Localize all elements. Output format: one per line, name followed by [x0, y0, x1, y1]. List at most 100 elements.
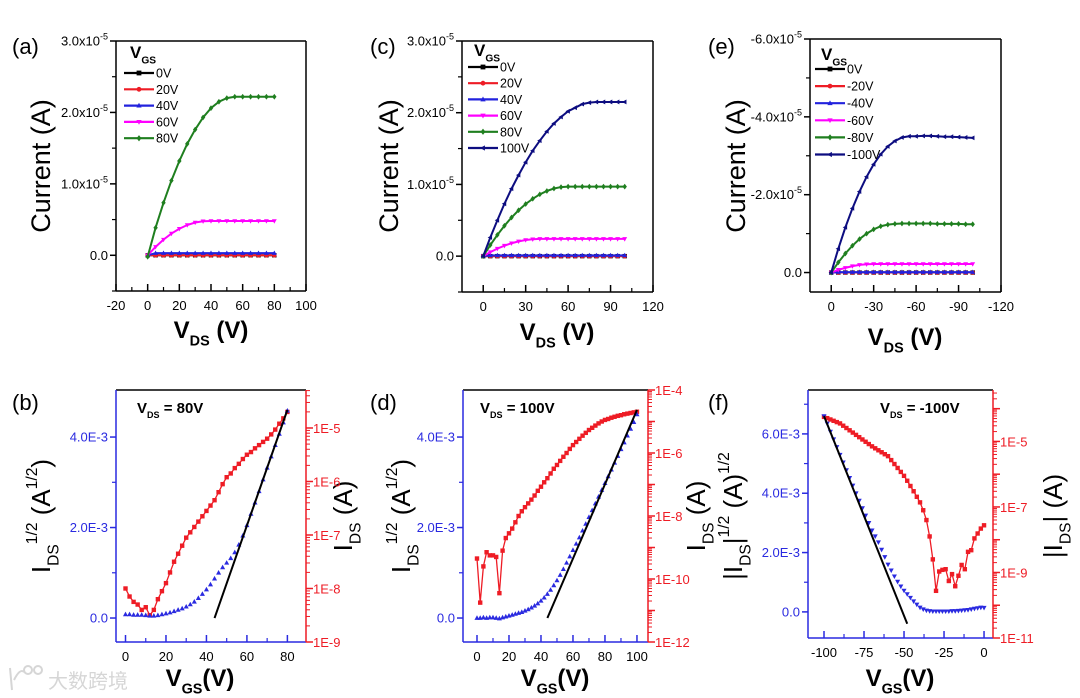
- data-point: [827, 100, 833, 106]
- x-tick-label: 40: [534, 649, 548, 664]
- data-point: [857, 434, 862, 440]
- data-point: [622, 252, 628, 258]
- label-segment: (A: [386, 489, 416, 523]
- data-point: [878, 223, 883, 230]
- y-axis-title: Current (A): [721, 99, 751, 233]
- data-point: [835, 246, 841, 252]
- data-point: [618, 413, 624, 418]
- data-point: [163, 580, 169, 586]
- legend-label: 40V: [500, 93, 523, 107]
- data-point: [240, 93, 245, 100]
- data-point: [941, 262, 947, 267]
- data-point: [516, 252, 522, 258]
- data-point: [622, 99, 627, 105]
- data-point: [842, 266, 848, 271]
- data-point: [565, 237, 571, 242]
- data-point: [506, 531, 512, 536]
- data-point: [863, 174, 869, 180]
- data-point: [502, 243, 507, 249]
- data-point: [827, 134, 833, 141]
- data-point: [906, 269, 912, 274]
- series-40V: [480, 252, 628, 258]
- data-point: [885, 144, 890, 149]
- data-point: [885, 453, 891, 459]
- data-point: [889, 457, 894, 463]
- label-segment: I: [26, 566, 56, 573]
- y-tick-exponent: -5: [446, 175, 454, 185]
- data-point: [175, 607, 181, 612]
- data-point: [493, 615, 499, 620]
- data-point: [523, 201, 528, 207]
- data-point: [560, 566, 566, 571]
- data-point: [567, 446, 572, 452]
- data-point: [136, 119, 142, 125]
- label-segment: DS: [405, 544, 422, 566]
- y2-tick-label: 1E-5: [1000, 434, 1027, 449]
- data-point: [857, 236, 862, 242]
- data-point: [136, 86, 142, 92]
- data-point: [509, 526, 515, 531]
- data-point: [952, 609, 958, 614]
- data-point: [544, 591, 550, 596]
- data-point: [631, 410, 636, 415]
- data-point: [523, 252, 529, 258]
- data-point: [248, 250, 254, 255]
- data-point: [551, 466, 556, 471]
- y2-tick-label: 1E-8: [655, 509, 682, 524]
- data-point: [871, 226, 876, 233]
- data-point: [856, 189, 862, 194]
- data-point: [176, 250, 182, 255]
- label-segment: Current (A): [721, 99, 751, 233]
- data-point: [248, 219, 254, 224]
- label-segment: (A): [681, 481, 711, 523]
- data-point: [161, 199, 166, 206]
- label-segment: V: [130, 43, 142, 62]
- data-point: [490, 614, 496, 620]
- data-point: [232, 250, 238, 255]
- label-segment: V: [866, 665, 882, 692]
- y-tick-label: 2.0E-3: [762, 545, 800, 560]
- data-point: [535, 488, 540, 493]
- data-point: [495, 232, 500, 238]
- data-point: [959, 562, 964, 568]
- data-point: [551, 185, 557, 192]
- legend-item: -80V: [815, 131, 874, 145]
- data-point: [530, 195, 535, 202]
- data-point: [835, 268, 841, 273]
- data-point: [837, 421, 843, 426]
- data-point: [544, 252, 550, 258]
- data-point: [131, 612, 137, 617]
- data-point: [913, 220, 919, 227]
- x-tick-label: -30: [864, 299, 883, 314]
- data-point: [612, 414, 617, 419]
- data-point: [487, 250, 493, 255]
- data-point: [573, 439, 579, 445]
- data-point: [608, 183, 613, 190]
- data-point: [558, 114, 563, 120]
- data-point: [252, 446, 258, 451]
- data-point: [850, 242, 855, 249]
- data-point: [554, 462, 560, 468]
- data-point: [937, 569, 942, 574]
- data-point: [480, 128, 486, 135]
- data-point: [949, 221, 954, 227]
- label-segment: DS: [1057, 522, 1074, 544]
- label-segment: ): [26, 459, 56, 468]
- data-point: [224, 560, 230, 565]
- data-point: [869, 444, 875, 449]
- label-segment: GS: [485, 53, 500, 64]
- data-point: [920, 262, 926, 267]
- data-point: [183, 603, 189, 609]
- y-tick-label: -4.0x10-5: [751, 107, 802, 124]
- data-point: [271, 250, 277, 255]
- data-point: [933, 609, 939, 615]
- y2-axis-title: |IDS| (A): [1038, 474, 1074, 558]
- data-point: [911, 489, 916, 494]
- data-point: [605, 416, 611, 422]
- panel-f: (f)-100 -75 -50 -25 00.02.0E-34.0E-36.0E-3VG…: [708, 389, 1074, 698]
- y2-tick-label: 1E-4: [655, 383, 682, 398]
- data-point: [927, 534, 932, 539]
- data-point: [200, 514, 205, 519]
